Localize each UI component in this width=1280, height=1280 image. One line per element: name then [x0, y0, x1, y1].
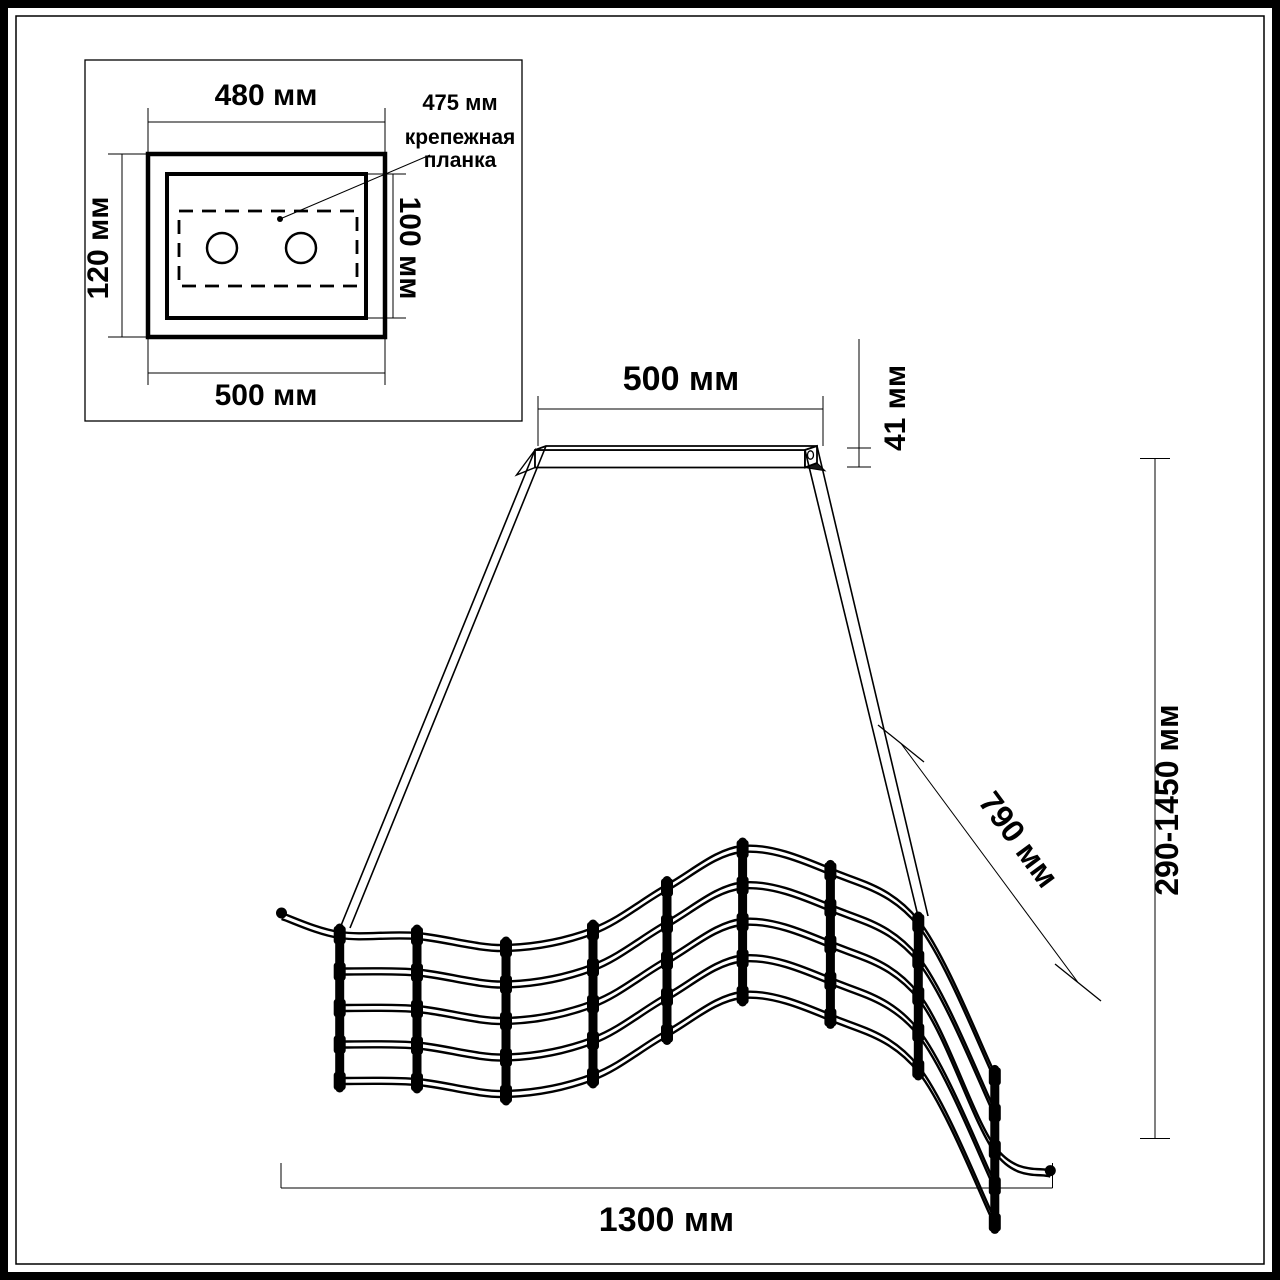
svg-text:480 мм: 480 мм — [215, 79, 318, 112]
svg-text:крепежная: крепежная — [405, 126, 516, 149]
svg-text:41 мм: 41 мм — [879, 365, 912, 451]
svg-text:120 мм: 120 мм — [82, 197, 115, 300]
svg-text:1300 мм: 1300 мм — [599, 1201, 734, 1239]
svg-text:475 мм: 475 мм — [422, 90, 497, 115]
svg-text:планка: планка — [424, 149, 497, 172]
svg-text:290-1450 мм: 290-1450 мм — [1149, 704, 1185, 895]
svg-text:500 мм: 500 мм — [215, 379, 318, 412]
svg-text:790 мм: 790 мм — [972, 785, 1066, 895]
svg-text:500 мм: 500 мм — [623, 360, 739, 398]
svg-text:100 мм: 100 мм — [393, 197, 426, 300]
